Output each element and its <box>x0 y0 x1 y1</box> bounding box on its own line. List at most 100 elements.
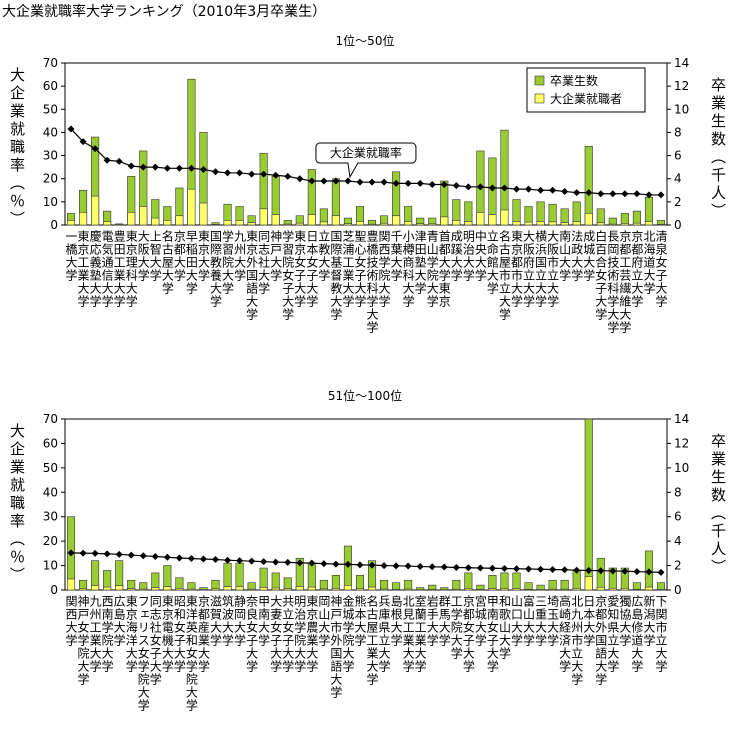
marker <box>549 565 557 573</box>
x-tick-label: 北海道大学 <box>642 230 656 295</box>
x-tick-label: 東京電機大学 <box>160 595 174 673</box>
marker <box>380 562 388 570</box>
marker <box>356 561 364 569</box>
x-tick-label: 関西学院大学 <box>377 230 391 308</box>
marker <box>368 561 376 569</box>
x-tick-label: 立教大学 <box>317 229 331 282</box>
x-tick-label: 甲南大学 <box>257 595 271 647</box>
y2-axis-label: 卒業生数（千人） <box>709 77 727 221</box>
bar <box>367 586 377 591</box>
bar <box>79 588 88 591</box>
bar <box>331 575 340 591</box>
x-tick-label: 千葉大学 <box>389 230 403 282</box>
marker <box>272 558 280 566</box>
bar <box>500 588 509 591</box>
bar <box>536 584 545 591</box>
bar <box>199 202 208 226</box>
x-tick-label: 横浜国立大学 <box>534 230 548 308</box>
bar <box>163 565 172 591</box>
x-tick-label: 西南学院大学 <box>100 595 114 673</box>
bar <box>175 215 184 226</box>
x-tick-label: 東洋英和女学院大学 <box>184 595 198 712</box>
bar <box>608 587 617 591</box>
marker <box>500 565 508 573</box>
bar <box>596 222 605 226</box>
x-tick-label: 上智大学 <box>148 230 162 282</box>
marker <box>476 183 484 191</box>
bar <box>392 588 401 591</box>
marker <box>657 568 665 576</box>
marker <box>537 186 545 194</box>
bar <box>355 221 365 226</box>
bar <box>488 575 497 591</box>
marker <box>549 186 557 194</box>
marker <box>115 157 123 165</box>
marker <box>308 177 316 185</box>
marker <box>236 557 244 565</box>
y2-tick-label: 12 <box>674 436 689 450</box>
marker <box>537 565 545 573</box>
marker <box>127 162 135 170</box>
marker <box>633 190 641 198</box>
marker <box>416 179 424 187</box>
y-tick-label: 40 <box>43 485 58 499</box>
x-tick-label: 豊橋技術科学大学 <box>365 230 379 334</box>
y2-tick-label: 2 <box>674 195 682 209</box>
y-axis-label: 大企業就職率（％） <box>8 423 26 585</box>
marker <box>368 178 376 186</box>
y2-tick-label: 0 <box>674 218 682 232</box>
y-axis-label: 大企業就職率（％） <box>8 67 26 229</box>
x-tick-label: 宮城大学 <box>473 594 487 647</box>
marker <box>585 566 593 574</box>
marker <box>163 164 171 172</box>
x-tick-label: 京都大学 <box>172 230 186 282</box>
x-tick-label: 白百合女子大学 <box>594 229 608 321</box>
x-tick-label: 新潟大学 <box>642 594 656 647</box>
y-tick-label: 20 <box>43 172 58 186</box>
marker <box>500 184 508 192</box>
y-tick-label: 70 <box>43 56 58 70</box>
bar <box>151 217 160 226</box>
marker <box>67 549 75 557</box>
bar <box>392 215 401 226</box>
marker <box>344 560 352 568</box>
y-tick-label: 50 <box>43 461 58 475</box>
x-tick-label: 群馬大学 <box>437 595 451 647</box>
x-tick-label: 東京農業大学 <box>305 595 319 673</box>
x-tick-label: 下関市立大学 <box>654 595 668 673</box>
bar <box>452 220 461 226</box>
marker <box>645 191 653 199</box>
bar <box>187 188 196 226</box>
x-tick-label: 東京工業大学 <box>76 230 90 308</box>
x-tick-label: 島根大学 <box>389 594 403 647</box>
marker <box>248 170 256 178</box>
marker <box>187 554 195 562</box>
y2-tick-label: 4 <box>674 172 682 186</box>
bar <box>488 588 497 591</box>
x-tick-label: 中央大学 <box>473 229 487 282</box>
bar <box>235 220 244 226</box>
x-tick-label: 高崎経済大学 <box>558 594 572 673</box>
bar <box>355 575 365 591</box>
bar <box>103 586 112 591</box>
marker <box>67 125 75 133</box>
marker <box>175 554 183 562</box>
bar <box>512 221 521 226</box>
bar <box>211 224 220 226</box>
x-tick-label: 大妻女子大学 <box>269 595 283 673</box>
bar <box>259 587 268 591</box>
marker <box>224 169 232 177</box>
bar <box>235 586 244 591</box>
marker <box>428 181 436 188</box>
bar <box>584 576 593 591</box>
bar <box>91 195 100 226</box>
marker <box>392 562 400 570</box>
x-tick-label: 大阪市立大学 <box>546 230 560 308</box>
x-tick-label: 東京外国語大学 <box>245 230 259 321</box>
bar <box>163 586 172 591</box>
x-tick-label: 東京都市大学 <box>510 230 524 308</box>
bar <box>79 211 88 226</box>
marker <box>91 145 99 153</box>
bar <box>512 199 521 226</box>
marker <box>392 179 400 187</box>
